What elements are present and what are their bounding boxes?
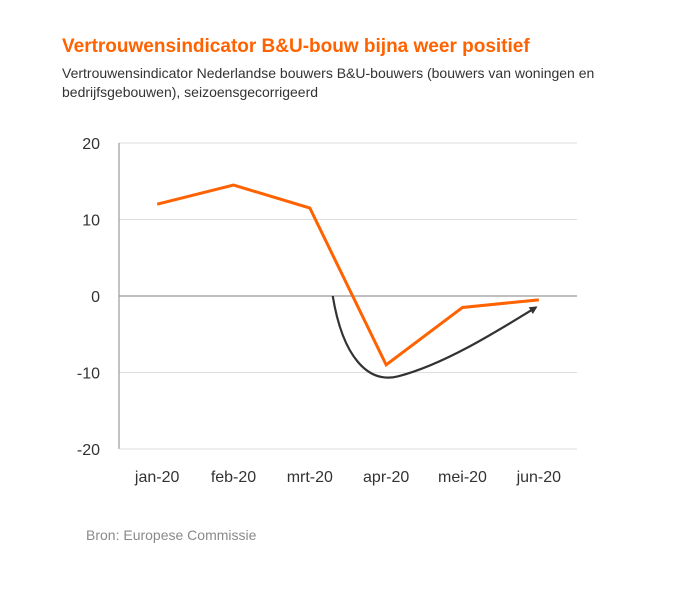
x-tick-label: mrt-20 <box>287 469 333 486</box>
y-tick-labels: 20 10 0 -10 -20 <box>77 136 100 459</box>
axes <box>118 143 577 450</box>
series-lines <box>156 183 539 368</box>
x-tick-label: jan-20 <box>134 469 180 486</box>
y-tick-label: 10 <box>82 213 100 230</box>
y-tick-label: -20 <box>77 442 100 459</box>
y-tick-label: -10 <box>77 366 100 383</box>
trend-arrow <box>331 295 538 379</box>
y-tick-label: 20 <box>82 136 100 153</box>
y-tick-label: 0 <box>91 289 100 306</box>
annotation-arrow <box>331 295 538 379</box>
series-line <box>156 183 539 368</box>
chart-subtitle: Vertrouwensindicator Nederlandse bouwers… <box>62 65 595 100</box>
x-tick-label: feb-20 <box>211 469 256 486</box>
x-tick-label: apr-20 <box>363 469 409 486</box>
source-note: Bron: Europese Commissie <box>86 527 257 543</box>
chart-title: Vertrouwensindicator B&U-bouw bijna weer… <box>62 36 530 57</box>
x-tick-label: jun-20 <box>516 469 562 486</box>
gridlines <box>119 142 577 373</box>
x-tick-labels: jan-20 feb-20 mrt-20 apr-20 mei-20 jun-20 <box>134 469 561 486</box>
x-tick-label: mei-20 <box>438 469 487 486</box>
